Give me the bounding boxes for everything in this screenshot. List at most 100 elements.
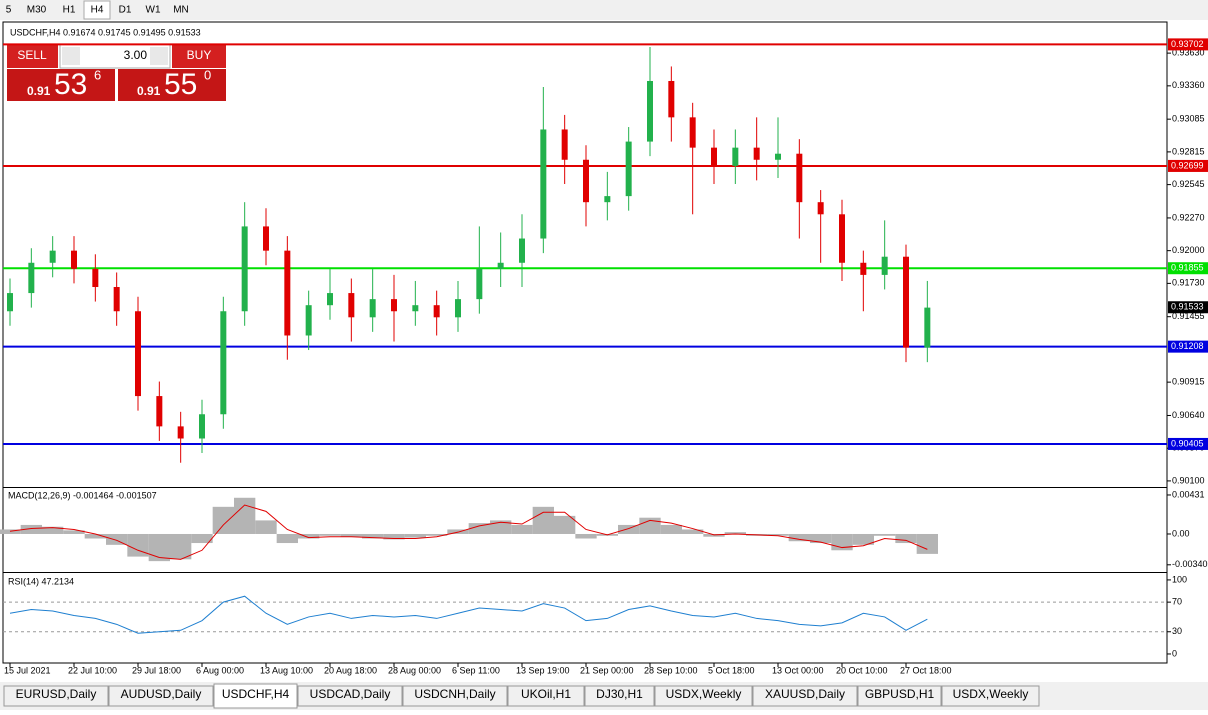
macd-bar [767, 533, 789, 536]
candle-body [583, 159, 589, 203]
macd-bar [362, 533, 384, 539]
tab-label[interactable]: USDX,Weekly [666, 687, 742, 701]
level-tag [1168, 159, 1208, 172]
lots-down[interactable] [62, 47, 80, 65]
timeframe[interactable]: MN [173, 5, 189, 16]
x-tick-label: 5 Oct 18:00 [708, 665, 755, 675]
level-tag [1168, 340, 1208, 353]
timeframe[interactable]: W1 [146, 5, 161, 16]
timeframe[interactable]: D1 [119, 5, 132, 16]
macd-bar [319, 533, 341, 536]
candle-body [305, 305, 312, 336]
x-tick-label: 13 Aug 10:00 [260, 665, 313, 675]
y-tick-label: 0.90100 [1172, 475, 1205, 485]
y-tick-label: 0.93085 [1172, 114, 1205, 124]
timeframe[interactable]: H4 [91, 5, 104, 16]
tab[interactable] [857, 685, 942, 707]
candle-body [903, 256, 909, 348]
timeframe[interactable]: H1 [63, 5, 76, 16]
tab[interactable] [941, 685, 1040, 707]
y-tick-label: 100 [1172, 574, 1187, 584]
ask-pip: 0 [204, 67, 211, 82]
tab-label[interactable]: USDX,Weekly [953, 687, 1029, 701]
tab-label[interactable]: XAUUSD,Daily [765, 687, 845, 701]
candle-body [561, 129, 568, 160]
macd-bar [106, 533, 128, 545]
tab[interactable] [213, 683, 298, 709]
rsi-title: RSI(14) 47.2134 [8, 576, 74, 586]
macd-bar [426, 533, 448, 536]
candle-body [433, 305, 440, 318]
tab-label[interactable]: GBPUSD,H1 [865, 687, 935, 701]
candle-body [391, 299, 397, 312]
buy-label[interactable]: BUY [187, 48, 212, 62]
x-tick-label: 22 Jul 10:00 [68, 665, 117, 675]
y-tick-label: 0.90915 [1172, 377, 1205, 387]
sell-label[interactable]: SELL [17, 48, 47, 62]
macd-bar [468, 523, 490, 534]
tab[interactable] [297, 685, 403, 707]
candle-body [753, 147, 760, 160]
tab[interactable] [654, 685, 753, 707]
candle-body [412, 305, 419, 312]
tab-label[interactable]: AUDUSD,Daily [121, 687, 202, 701]
macd-signal [9, 504, 928, 560]
level-tag [1168, 38, 1208, 51]
candle-body [369, 299, 376, 318]
macd-bar [191, 533, 213, 544]
lots-value[interactable]: 3.00 [124, 48, 148, 62]
sell-button[interactable] [7, 44, 58, 68]
tab[interactable] [402, 685, 508, 707]
candle-body [71, 250, 77, 269]
tab[interactable] [752, 685, 858, 707]
candle-body [49, 250, 56, 263]
macd-bar [276, 533, 298, 544]
macd-bar [532, 506, 554, 534]
candle-body [135, 311, 141, 397]
candle-body [92, 268, 99, 288]
candle-body [263, 226, 269, 251]
tab-label[interactable]: USDCAD,Daily [310, 687, 391, 701]
buy-button[interactable] [172, 44, 226, 68]
tab-label[interactable]: UKOil,H1 [521, 687, 571, 701]
candle-body [839, 214, 845, 263]
candle-body [625, 141, 632, 197]
candle-body [881, 256, 888, 275]
tab[interactable] [108, 685, 214, 707]
candle-body [113, 287, 120, 312]
tab-label[interactable]: USDCNH,Daily [414, 687, 495, 701]
y-tick-label: 0.00431 [1172, 489, 1205, 499]
tab-label[interactable]: EURUSD,Daily [16, 687, 97, 701]
tab[interactable] [507, 685, 585, 707]
macd-bar [874, 533, 896, 536]
level-label: 0.92699 [1171, 160, 1204, 170]
candle-body [497, 262, 504, 269]
chart-title: USDCHF,H4 0.91674 0.91745 0.91495 0.9153… [10, 27, 201, 37]
x-tick-label: 15 Jul 2021 [4, 665, 51, 675]
ask-box[interactable] [118, 69, 226, 101]
x-tick-label: 29 Jul 18:00 [132, 665, 181, 675]
y-tick-label: 0.93360 [1172, 80, 1205, 90]
x-tick-label: 21 Sep 00:00 [580, 665, 634, 675]
tab[interactable] [3, 685, 109, 707]
tab-label[interactable]: USDCHF,H4 [222, 687, 290, 701]
timeframe[interactable]: M30 [27, 5, 47, 16]
candle-body [924, 307, 931, 348]
candle-body [220, 311, 227, 415]
timeframe[interactable]: 5 [6, 5, 12, 16]
macd-bar [42, 526, 64, 534]
tab-label[interactable]: DJ30,H1 [596, 687, 643, 701]
x-tick-label: 6 Sep 11:00 [452, 665, 500, 675]
lots-up[interactable] [150, 47, 168, 65]
candle-body [732, 147, 739, 166]
y-tick-label: 0 [1172, 648, 1177, 658]
macd-bar [895, 533, 917, 544]
bid-box[interactable] [7, 69, 115, 101]
current-price-label: 0.91533 [1171, 302, 1204, 312]
candle-body [455, 299, 461, 318]
y-tick-label: -0.003405 [1172, 559, 1208, 569]
macd-bar [148, 533, 170, 562]
y-tick-label: 70 [1172, 597, 1182, 607]
candle-body [241, 226, 248, 312]
tab[interactable] [584, 685, 655, 707]
